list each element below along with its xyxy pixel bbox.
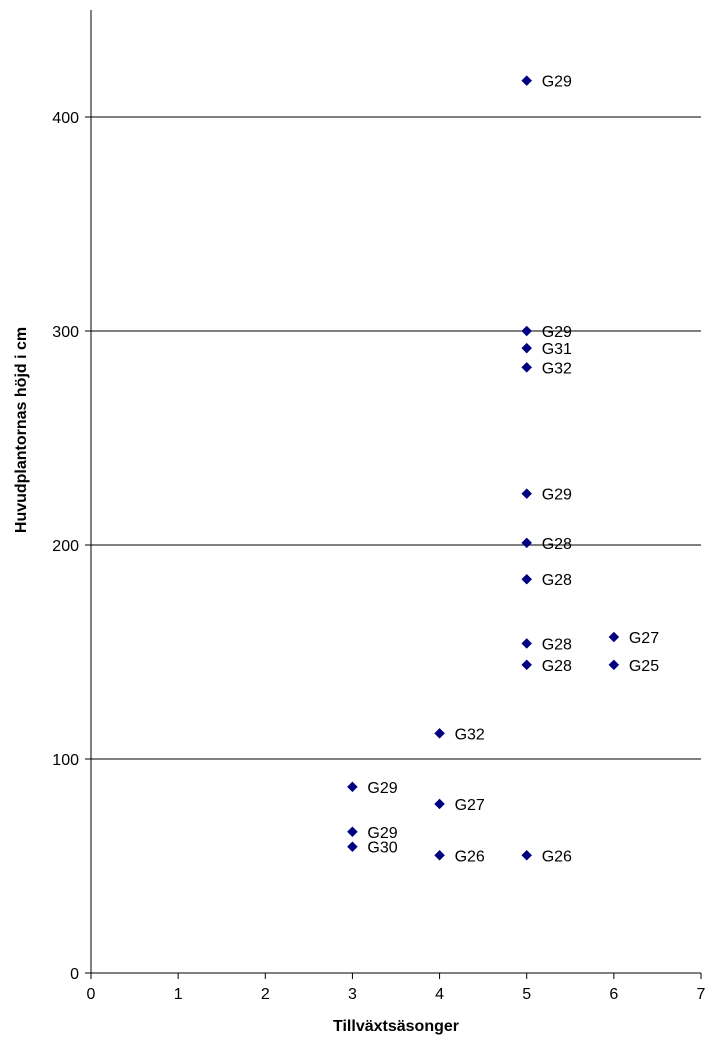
data-point [521,638,533,649]
data-point [608,631,620,643]
point-label: G28 [542,636,572,653]
point-label: G26 [542,848,572,865]
y-tick-label: 0 [70,966,79,983]
point-label: G28 [542,536,572,553]
point-label: G29 [542,324,572,341]
point-labels: G29G29G31G32G29G28G28G28G28G26G27G25G32G… [367,74,659,866]
x-tick-label: 5 [522,986,531,1003]
point-label: G29 [542,74,572,91]
x-tick-label: 0 [87,986,96,1003]
data-points [347,75,620,861]
y-tick-label: 400 [52,110,79,127]
x-tick-label: 6 [609,986,618,1003]
y-tick-label: 300 [52,324,79,341]
point-label: G30 [367,840,397,857]
point-label: G29 [367,780,397,797]
point-label: G27 [455,797,485,814]
data-point [521,342,533,354]
point-label: G25 [629,658,659,675]
data-point [521,537,533,549]
point-label: G31 [542,341,572,358]
point-label: G29 [367,825,397,842]
data-point [347,826,358,838]
data-point [521,488,533,499]
data-point [521,573,533,585]
point-label: G27 [629,630,659,647]
point-label: G28 [542,658,572,675]
data-point [434,727,445,739]
data-point [521,362,533,373]
data-point [521,849,533,861]
y-tick-label: 200 [52,538,79,555]
x-tick-label: 2 [261,986,270,1003]
data-point [347,781,358,793]
x-axis-title: Tillväxtsäsonger [333,1018,459,1035]
point-label: G32 [542,360,572,377]
x-tick-label: 4 [435,986,444,1003]
x-tick-label: 7 [697,986,706,1003]
x-tick-label: 1 [174,986,183,1003]
point-label: G26 [455,848,485,865]
data-point [521,75,533,86]
data-point [434,798,445,810]
point-label: G28 [542,572,572,589]
data-point [521,325,533,337]
x-tick-label: 3 [348,986,357,1003]
data-point [347,841,358,853]
tick-labels: 0 100 200 300 400 0 1 2 3 4 5 6 7 [52,110,705,1003]
gridlines [91,116,701,760]
data-point [521,659,533,671]
y-axis-title: Huvudplantornas höjd i cm [13,327,30,533]
data-point [608,659,620,671]
point-label: G32 [455,726,485,743]
point-label: G29 [542,487,572,504]
axes [85,10,702,979]
data-point [434,849,445,861]
y-tick-label: 100 [52,752,79,769]
